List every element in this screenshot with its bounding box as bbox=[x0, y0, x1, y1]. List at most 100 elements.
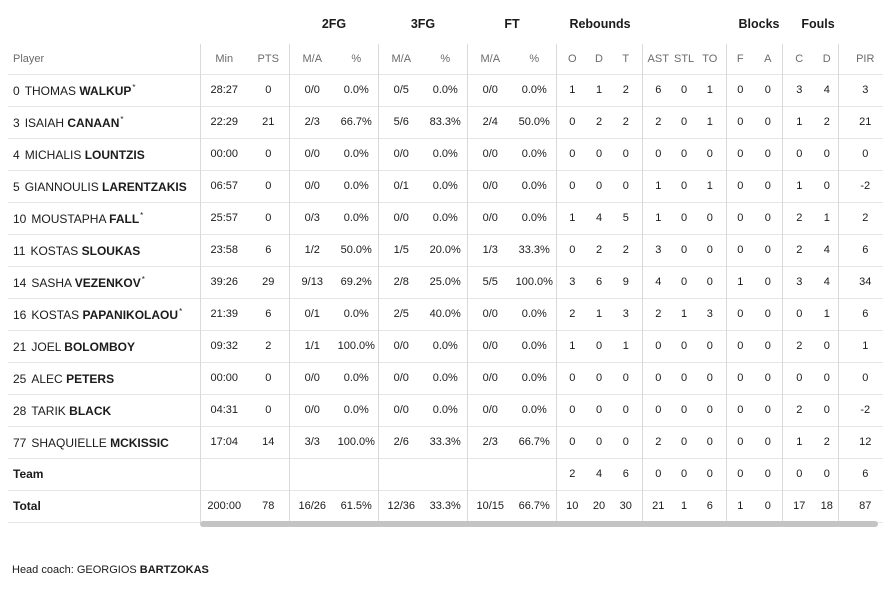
stat-to: 0 bbox=[694, 361, 726, 394]
player-first-name: ISAIAH bbox=[24, 115, 65, 130]
player-number: 21 bbox=[13, 339, 27, 354]
player-row: 10 MOUSTAPHA FALL* 25:57 0 0/3 0.0% 0/0 0.0% 0/0… bbox=[8, 201, 883, 234]
stat-pts: 0 bbox=[248, 137, 289, 170]
col-header-foul-c[interactable]: C bbox=[781, 44, 816, 74]
stat-reb-o: 0 bbox=[555, 393, 588, 426]
col-header-min[interactable]: Min bbox=[199, 44, 248, 74]
stat-fg3-pct: 0.0% bbox=[424, 393, 467, 426]
player-name-cell[interactable]: 3 ISAIAH CANAAN* bbox=[8, 105, 200, 138]
stat-reb-d: 4 bbox=[588, 201, 610, 234]
stat-reb-t: 0 bbox=[610, 425, 642, 458]
col-header-reb-t[interactable]: T bbox=[622, 52, 630, 65]
stat-pts: 0 bbox=[248, 361, 289, 394]
col-header-reb-d[interactable]: D bbox=[595, 52, 603, 65]
player-name-cell[interactable]: 14 SASHA VEZENKOV* bbox=[8, 265, 200, 298]
stat-to: 0 bbox=[694, 201, 726, 234]
stat-reb-t: 0 bbox=[610, 361, 642, 394]
stat-fg3-pct: 20.0% bbox=[424, 233, 467, 266]
col-header-2fg-ma[interactable]: M/A bbox=[288, 44, 335, 74]
player-name-cell[interactable]: 0 THOMAS WALKUP* bbox=[8, 73, 200, 106]
stat-reb-o: 3 bbox=[555, 265, 588, 298]
col-header-ft-pct[interactable]: % bbox=[529, 52, 540, 65]
stat-min bbox=[199, 457, 248, 490]
stat-ast: 2 bbox=[641, 105, 674, 138]
stat-fg2-pct: 50.0% bbox=[335, 233, 378, 266]
col-header-pts[interactable]: PTS bbox=[257, 52, 279, 65]
col-header-3fg-ma[interactable]: M/A bbox=[377, 44, 424, 74]
stat-ft-pct: 100.0% bbox=[513, 265, 556, 298]
horizontal-scrollbar[interactable] bbox=[200, 521, 880, 528]
stat-fg3-pct: 33.3% bbox=[424, 425, 467, 458]
stat-pts bbox=[248, 457, 289, 490]
col-header-ft-ma[interactable]: M/A bbox=[466, 44, 513, 74]
stat-blk-a: 0 bbox=[754, 425, 782, 458]
group-header-row: 2FG 3FG FT Rebounds Blocks Fouls bbox=[0, 0, 883, 44]
col-header-ast[interactable]: AST bbox=[641, 44, 674, 74]
stat-ast: 0 bbox=[641, 361, 674, 394]
stat-foul-c: 3 bbox=[781, 73, 816, 106]
col-header-player[interactable]: Player bbox=[13, 52, 45, 65]
stat-to: 6 bbox=[694, 489, 726, 523]
col-header-to[interactable]: TO bbox=[702, 52, 718, 65]
stat-ft-ma: 2/4 bbox=[466, 105, 513, 138]
col-header-blk-a[interactable]: A bbox=[764, 52, 772, 65]
player-name-cell[interactable]: 10 MOUSTAPHA FALL* bbox=[8, 201, 200, 234]
stat-min: 25:57 bbox=[199, 201, 248, 234]
stat-blk-f: 0 bbox=[725, 425, 754, 458]
player-name-cell[interactable]: 77 SHAQUIELLE MCKISSIC bbox=[8, 425, 200, 458]
stat-reb-t: 2 bbox=[610, 233, 642, 266]
player-name-cell[interactable]: 25 ALEC PETERS bbox=[8, 361, 200, 394]
stat-foul-c: 1 bbox=[781, 425, 816, 458]
group-header-3fg: 3FG bbox=[410, 17, 436, 31]
player-row: 5 GIANNOULIS LARENTZAKIS 06:57 0 0/0 0.0% 0/1 0… bbox=[8, 169, 883, 202]
stat-blk-f: 0 bbox=[725, 201, 754, 234]
stat-fg3-ma: 5/6 bbox=[377, 105, 424, 138]
col-header-blk-f[interactable]: F bbox=[725, 44, 754, 74]
stat-fg3-ma: 0/1 bbox=[377, 169, 424, 202]
player-name-cell[interactable]: 21 JOEL BOLOMBOY bbox=[8, 329, 200, 362]
stat-ast: 1 bbox=[641, 169, 674, 202]
stat-stl: 0 bbox=[674, 73, 694, 106]
stat-ft-pct: 66.7% bbox=[513, 489, 556, 523]
stat-to: 0 bbox=[694, 425, 726, 458]
player-first-name: KOSTAS bbox=[31, 307, 80, 322]
stat-pir: -2 bbox=[837, 393, 883, 426]
player-name-cell[interactable]: 16 KOSTAS PAPANIKOLAOU* bbox=[8, 297, 200, 330]
stat-to: 0 bbox=[694, 393, 726, 426]
stat-fg2-pct: 0.0% bbox=[335, 361, 378, 394]
stat-min: 06:57 bbox=[199, 169, 248, 202]
stat-pts: 21 bbox=[248, 105, 289, 138]
stat-fg2-pct: 100.0% bbox=[335, 329, 378, 362]
stat-ft-ma: 0/0 bbox=[466, 297, 513, 330]
player-name-cell[interactable]: 28 TARIK BLACK bbox=[8, 393, 200, 426]
col-header-foul-d[interactable]: D bbox=[822, 52, 831, 65]
stat-fg2-pct: 66.7% bbox=[335, 105, 378, 138]
stat-foul-c: 2 bbox=[781, 329, 816, 362]
scrollbar-thumb[interactable] bbox=[200, 521, 878, 527]
col-header-reb-o[interactable]: O bbox=[555, 44, 588, 74]
boxscore-table-container[interactable]: 2FG 3FG FT Rebounds Blocks Fouls bbox=[0, 0, 883, 528]
col-header-2fg-pct[interactable]: % bbox=[351, 52, 362, 65]
col-header-pir[interactable]: PIR bbox=[837, 44, 883, 74]
player-name-cell[interactable]: 5 GIANNOULIS LARENTZAKIS bbox=[8, 169, 200, 202]
stat-stl: 0 bbox=[674, 393, 694, 426]
stat-stl: 0 bbox=[674, 457, 694, 490]
player-name-cell[interactable]: 4 MICHALIS LOUNTZIS bbox=[8, 137, 200, 170]
stat-fg3-ma: 0/0 bbox=[377, 201, 424, 234]
stat-reb-o: 0 bbox=[555, 233, 588, 266]
stat-ft-ma bbox=[466, 457, 513, 490]
player-number: 10 bbox=[13, 211, 27, 226]
stat-foul-c: 0 bbox=[781, 137, 816, 170]
stat-to: 0 bbox=[694, 137, 726, 170]
player-number: 16 bbox=[13, 307, 27, 322]
stat-fg2-ma: 1/2 bbox=[288, 233, 335, 266]
col-header-3fg-pct[interactable]: % bbox=[440, 52, 451, 65]
stat-foul-c: 17 bbox=[781, 489, 816, 523]
player-name-cell[interactable]: 11 KOSTAS SLOUKAS bbox=[8, 233, 200, 266]
col-header-stl[interactable]: STL bbox=[674, 52, 694, 65]
stat-blk-a: 0 bbox=[754, 489, 782, 523]
stat-ft-ma: 0/0 bbox=[466, 329, 513, 362]
stat-ast: 0 bbox=[641, 457, 674, 490]
stat-ast: 0 bbox=[641, 137, 674, 170]
stat-fg2-pct bbox=[335, 457, 378, 490]
